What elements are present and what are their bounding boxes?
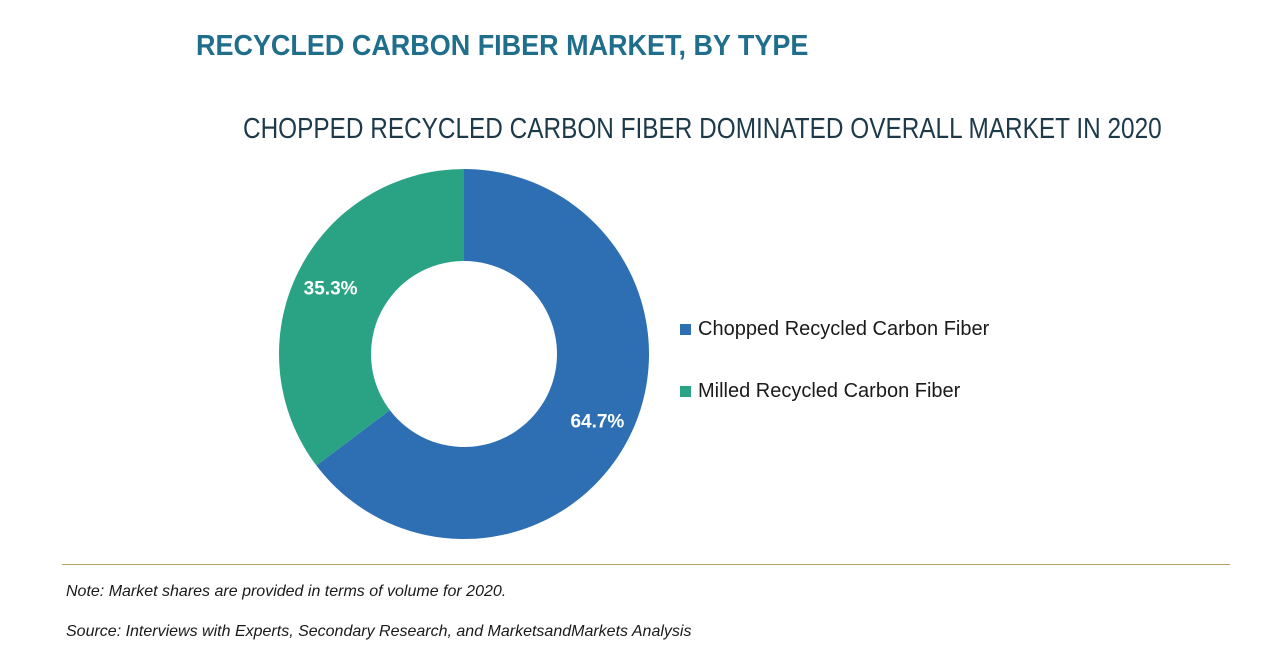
legend-swatch-chopped — [680, 323, 691, 335]
page-title: RECYCLED CARBON FIBER MARKET, BY TYPE — [196, 30, 809, 62]
slice-milled — [279, 169, 464, 466]
footer-source: Source: Interviews with Experts, Seconda… — [66, 623, 692, 640]
legend-item-chopped: Chopped Recycled Carbon Fiber — [680, 318, 989, 340]
slice-label-chopped: 64.7% — [570, 411, 624, 432]
slice-chopped — [316, 169, 649, 539]
donut-slices — [279, 169, 649, 539]
legend-label-chopped: Chopped Recycled Carbon Fiber — [698, 317, 990, 340]
chart-subtitle: CHOPPED RECYCLED CARBON FIBER DOMINATED … — [243, 113, 1162, 145]
legend-swatch-milled — [680, 385, 691, 397]
legend-label-milled: Milled Recycled Carbon Fiber — [698, 379, 961, 402]
slice-label-milled: 35.3% — [304, 279, 358, 300]
footer-divider — [62, 564, 1230, 565]
chart-legend: Chopped Recycled Carbon Fiber Milled Rec… — [680, 318, 989, 442]
donut-slice-labels: 64.7% 35.3% — [304, 279, 625, 433]
legend-item-milled: Milled Recycled Carbon Fiber — [680, 380, 989, 402]
footer-note: Note: Market shares are provided in term… — [66, 583, 507, 600]
